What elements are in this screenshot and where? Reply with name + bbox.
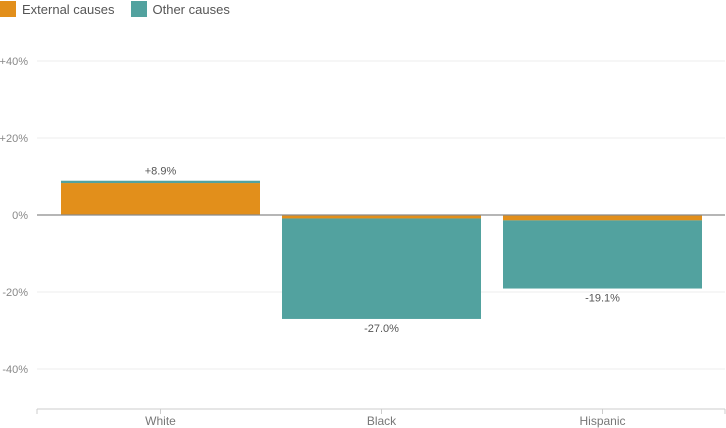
- total-label: -27.0%: [364, 323, 399, 335]
- bar-segment[interactable]: [503, 215, 702, 221]
- x-tick-label: Black: [367, 414, 397, 428]
- y-tick-label: -40%: [2, 364, 28, 376]
- bars: +8.9% -27.0% -19.1%: [61, 166, 702, 335]
- legend-item-external-causes[interactable]: External causes: [0, 1, 115, 17]
- x-axis: White Black Hispanic: [36, 408, 726, 428]
- y-tick-label: +40%: [0, 56, 28, 68]
- y-tick-label: -20%: [2, 287, 28, 299]
- bar-segment[interactable]: [61, 183, 260, 215]
- bar-segment[interactable]: [503, 220, 702, 289]
- legend-label-external: External causes: [22, 1, 115, 17]
- total-label: -19.1%: [585, 293, 620, 305]
- total-label: +8.9%: [145, 166, 177, 178]
- bar-segment[interactable]: [282, 215, 481, 219]
- x-tick-label: White: [145, 414, 176, 428]
- y-tick-label: 0%: [12, 210, 28, 222]
- legend-item-other-causes[interactable]: Other causes: [130, 1, 230, 17]
- bar-segment[interactable]: [61, 180, 260, 184]
- legend-swatch-external: [0, 1, 16, 17]
- x-tick-label: Hispanic: [579, 414, 625, 428]
- y-axis-ticks: +40% +20% 0% -20% -40%: [0, 56, 28, 376]
- legend-swatch-other: [130, 1, 147, 17]
- bar-segment[interactable]: [282, 218, 481, 319]
- legend: External causes Other causes: [0, 0, 246, 18]
- y-tick-label: +20%: [0, 133, 28, 145]
- legend-label-other: Other causes: [152, 1, 230, 17]
